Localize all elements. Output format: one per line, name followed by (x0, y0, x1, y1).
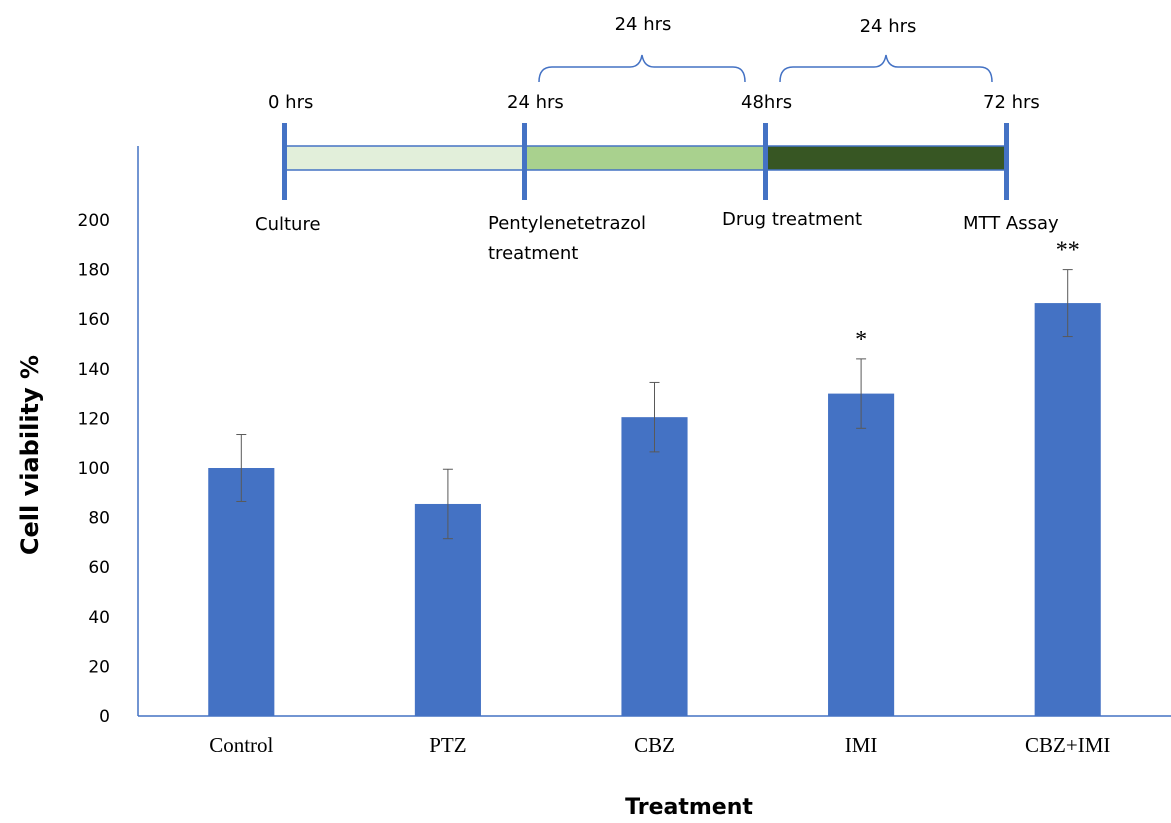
bars (208, 303, 1101, 716)
stage-label-mtt-assay: MTT Assay (963, 213, 1059, 234)
category-label: CBZ (634, 733, 675, 757)
y-tick-label: 120 (78, 409, 110, 429)
category-label: Control (209, 733, 273, 757)
y-tick-label: 140 (78, 360, 110, 380)
x-axis-title: Treatment (625, 795, 753, 820)
significance-marker: * (855, 327, 867, 353)
bar (1034, 303, 1101, 716)
y-tick-label: 160 (78, 310, 110, 330)
y-tick-labels: 0 20 40 60 80 100 120 140 160 180 200 (78, 211, 110, 727)
bar (828, 393, 895, 716)
timeline-segment-ptz (523, 145, 767, 171)
time-label-48: 48hrs (741, 92, 792, 113)
y-tick-label: 200 (78, 211, 110, 231)
brace-left (538, 54, 746, 83)
category-label: CBZ+IMI (1025, 733, 1110, 757)
timeline-segment-drug (765, 145, 1007, 171)
bar (414, 503, 481, 716)
bar (208, 468, 275, 716)
y-tick-label: 180 (78, 261, 110, 281)
stage-label-drug-treatment: Drug treatment (722, 209, 862, 230)
time-label-24: 24 hrs (507, 92, 564, 113)
y-axis-title: Cell viability % (16, 355, 44, 555)
timeline-marker-0 (282, 123, 287, 200)
timeline-marker-72 (1004, 123, 1009, 200)
error-bar (856, 358, 867, 429)
y-tick-label: 20 (88, 657, 110, 677)
category-label: IMI (845, 733, 878, 757)
significance-markers: *** (855, 238, 1080, 353)
category-label: PTZ (429, 733, 466, 757)
error-bar (442, 468, 453, 540)
error-bars (236, 269, 1073, 540)
stage-label-treatment: treatment (488, 243, 578, 264)
y-tick-label: 40 (88, 608, 110, 628)
stage-label-pentylenetetrazol: Pentylenetetrazol (488, 213, 646, 234)
y-tick-label: 80 (88, 509, 110, 529)
error-bar (236, 434, 247, 502)
timeline-diagram: 0 hrs 24 hrs 48hrs 72 hrs 24 hrs 24 hrs … (255, 14, 1059, 264)
timeline-marker-48 (763, 123, 768, 200)
stage-label-culture: Culture (255, 214, 321, 235)
time-label-0: 0 hrs (268, 92, 313, 113)
category-labels: Control PTZ CBZ IMI CBZ+IMI (209, 733, 1110, 757)
timeline-segment-culture (283, 145, 525, 171)
bar (621, 417, 688, 716)
timeline-marker-24 (522, 123, 527, 200)
error-bar (1062, 269, 1073, 338)
y-tick-label: 100 (78, 459, 110, 479)
brace-label-left: 24 hrs (615, 14, 672, 35)
y-tick-label: 0 (99, 707, 110, 727)
brace-right (779, 54, 993, 83)
brace-label-right: 24 hrs (860, 16, 917, 37)
error-bar (649, 381, 660, 453)
time-label-72: 72 hrs (983, 92, 1040, 113)
y-tick-label: 60 (88, 558, 110, 578)
significance-marker: ** (1056, 238, 1080, 264)
